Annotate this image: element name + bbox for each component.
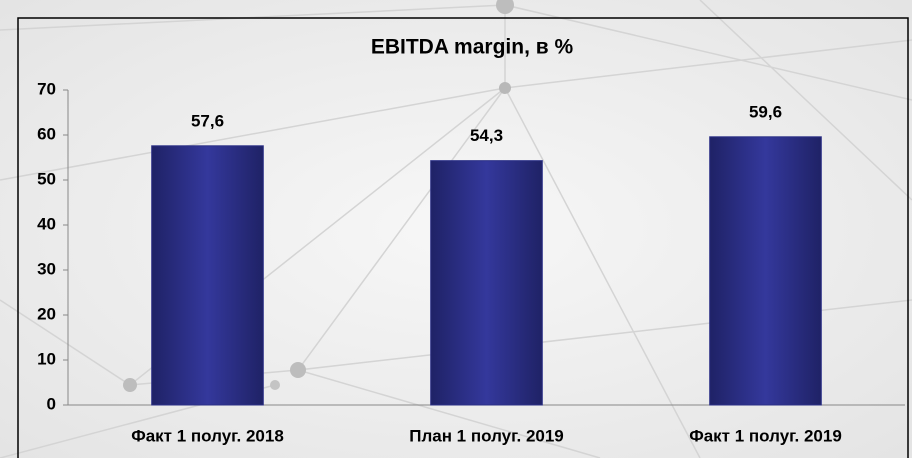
- bar: [709, 136, 822, 406]
- x-tick-label: План 1 полуг. 2019: [409, 426, 564, 445]
- value-label: 59,6: [749, 102, 782, 121]
- chart-title: EBITDA margin, в %: [371, 36, 574, 59]
- y-tick-label: 50: [37, 169, 56, 188]
- x-tick-label: Факт 1 полуг. 2018: [131, 426, 284, 445]
- y-tick-label: 70: [37, 79, 56, 98]
- y-tick-label: 10: [37, 349, 56, 368]
- y-tick-label: 30: [37, 259, 56, 278]
- bar: [430, 160, 543, 406]
- y-tick-label: 20: [37, 304, 56, 323]
- y-tick-label: 0: [47, 394, 56, 413]
- frame: [17, 17, 909, 458]
- bar: [151, 145, 264, 406]
- value-label: 57,6: [191, 111, 224, 130]
- value-label: 54,3: [470, 126, 503, 145]
- y-tick-label: 60: [37, 124, 56, 143]
- x-tick-label: Факт 1 полуг. 2019: [689, 426, 842, 445]
- y-tick-label: 40: [37, 214, 56, 233]
